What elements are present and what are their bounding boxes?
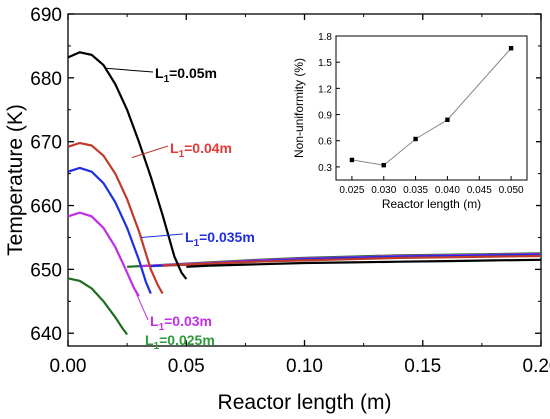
- series-tail-line: [162, 254, 542, 267]
- y-tick-label: 640: [30, 324, 62, 345]
- series-tail-line: [186, 258, 542, 268]
- series-line: [67, 166, 152, 295]
- y-tick-label: 670: [30, 133, 62, 154]
- series-label: L1=0.025m: [145, 332, 215, 352]
- series-label-leader: [105, 67, 154, 73]
- inset-x-axis-label: Reactor length (m): [382, 197, 481, 211]
- series-label: L1=0.03m: [150, 313, 212, 333]
- inset-y-tick-label: 1.8: [318, 32, 332, 43]
- y-axis-label: Temperature (K): [4, 104, 27, 256]
- inset-data-point: [445, 117, 450, 122]
- series-line: [67, 141, 164, 295]
- inset-x-tick-label: 0.050: [499, 185, 524, 196]
- x-tick-label: 0.00: [50, 356, 87, 377]
- inset-data-point: [349, 157, 355, 163]
- inset-y-tick-label: 0.9: [318, 111, 332, 122]
- series-labels-group: L1=0.05m L1=0.04m L1=0.035m L1=0.03mL1=0.02…: [105, 65, 255, 352]
- y-tick-label: 650: [30, 260, 62, 281]
- inset-y-tick-label: 1.5: [318, 58, 332, 69]
- x-tick-label: 0.10: [286, 356, 323, 377]
- series-label: L1=0.05m: [155, 65, 217, 85]
- series-label-leader: [131, 145, 169, 159]
- inset-y-tick-label: 0.3: [318, 163, 332, 174]
- y-tick-label: 680: [30, 69, 62, 90]
- inset-x-tick-label: 0.030: [371, 185, 396, 196]
- y-tick-label: 690: [30, 5, 62, 26]
- series-line: [67, 51, 188, 280]
- main-series-group: [67, 51, 542, 336]
- y-tick-label: 660: [30, 197, 62, 218]
- inset-data-point: [508, 46, 514, 51]
- inset-y-tick-label: 0.6: [318, 137, 332, 148]
- x-tick-label: 0.05: [168, 356, 205, 377]
- x-tick-label: 0.15: [404, 356, 441, 377]
- series-line: [67, 211, 140, 297]
- inset-plot: 0.025 0.030 0.035 0.040 0.045 0.050 0.3 0.6 0.9 1…: [286, 24, 536, 220]
- series-label-leader: [141, 233, 184, 238]
- inset-x-tick-label: 0.035: [403, 185, 428, 196]
- inset-x-tick-label: 0.025: [339, 185, 364, 196]
- inset-y-tick-label: 1.2: [318, 84, 332, 95]
- series-line: [67, 277, 128, 336]
- x-axis-label: Reactor length (m): [218, 391, 392, 414]
- series-label: L1=0.035m: [185, 229, 255, 249]
- inset-y-axis-label: Non-uniformity (%): [292, 58, 306, 158]
- inset-frame: [335, 35, 528, 181]
- inset-x-tick-label: 0.040: [435, 185, 460, 196]
- inset-background: [286, 24, 536, 220]
- inset-data-point: [381, 162, 386, 168]
- x-tick-label: 0.20: [523, 356, 550, 377]
- inset-x-tick-label: 0.045: [467, 185, 492, 196]
- series-label-leader: [119, 256, 149, 321]
- main-plot-area: 0.00 0.05 0.10 0.15 0.20 640 650 660 670 680 690 Re…: [4, 5, 550, 414]
- series-label: L1=0.04m: [170, 140, 232, 160]
- inset-data-point: [413, 136, 418, 142]
